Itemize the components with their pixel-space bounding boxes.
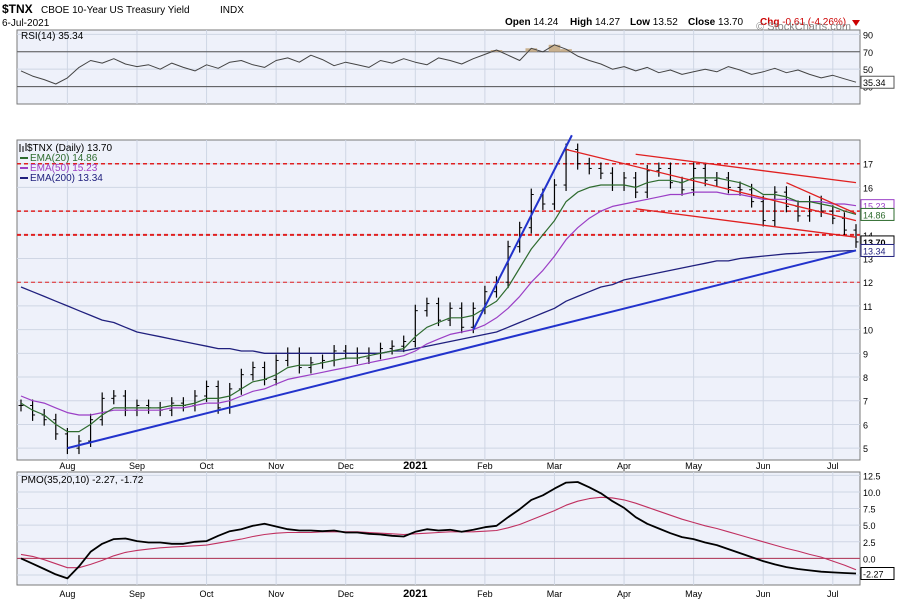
x-tick-label-price: Sep xyxy=(129,461,145,471)
pmo-signal-line xyxy=(20,496,857,571)
x-tick-label-bottom: Nov xyxy=(268,589,285,599)
x-axis: Aug Aug Sep Sep Oct Oct Nov Nov Dec Dec 2021 2021 Fe… xyxy=(59,460,838,600)
rsi-y-tick-label: 50 xyxy=(863,65,873,75)
red-trendline xyxy=(635,153,857,184)
ema50-line xyxy=(20,191,857,416)
price-y-tick-label: 5 xyxy=(863,444,868,454)
rsi-y-tick-label: 70 xyxy=(863,48,873,58)
price-y-tick-label: 9 xyxy=(863,349,868,359)
pmo-last-value-box xyxy=(860,567,895,581)
x-tick-label-bottom: Jun xyxy=(756,589,771,599)
pmo-y-tick-label: 12.5 xyxy=(863,471,881,481)
price-y-tick-label: 13 xyxy=(863,255,873,265)
ohlc-chg: Chg -0.61 (-4.26%) xyxy=(760,17,846,28)
price-last-ema20-box xyxy=(860,207,895,221)
x-tick-label-price: 2021 xyxy=(403,460,427,472)
x-tick-label-price: Apr xyxy=(617,461,631,471)
price-panel: 567891011121314151617$TNX (Daily) 13.70E… xyxy=(16,134,895,461)
x-tick-label-price: Jun xyxy=(756,461,771,471)
price-last-ema50: 15.23 xyxy=(863,202,886,212)
x-tick-label-price: Dec xyxy=(338,461,355,471)
x-tick-label-price: Mar xyxy=(547,461,563,471)
x-tick-label-price: Feb xyxy=(477,461,493,471)
pmo-y-tick-label: 7.5 xyxy=(863,505,876,515)
red-trendline xyxy=(786,182,857,215)
rsi-overbought-fill xyxy=(525,48,538,52)
pmo-last-value: -2.27 xyxy=(863,570,884,580)
price-y-tick-label: 6 xyxy=(863,420,868,430)
x-tick-label-bottom: Apr xyxy=(617,589,631,599)
rsi-overbought-fill xyxy=(490,50,503,52)
rsi-y-tick-label: 90 xyxy=(863,30,873,40)
ohlc-open: Open 14.24 xyxy=(505,17,559,28)
bar-chart-icon xyxy=(19,143,27,152)
ohlc-close: Close 13.70 xyxy=(688,17,743,28)
pmo-y-tick-label: 2.5 xyxy=(863,538,876,548)
rsi-last-value-box xyxy=(860,75,895,89)
ticker-exchange: INDX xyxy=(220,5,244,16)
rsi-legend: RSI(14) 35.34 xyxy=(21,31,84,42)
x-tick-label-bottom: Sep xyxy=(129,589,145,599)
red-trendline xyxy=(565,148,857,222)
rsi-frame xyxy=(16,29,861,105)
price-y-tick-label: 7 xyxy=(863,397,868,407)
price-y-tick-label: 12 xyxy=(863,278,873,288)
x-tick-label-price: Oct xyxy=(200,461,215,471)
x-tick-label-bottom: 2021 xyxy=(403,588,427,600)
price-last-ema200-box xyxy=(860,243,895,257)
price-last-ema20: 14.86 xyxy=(863,210,886,220)
ohlc-summary: Open 14.24 High 14.27 Low 13.52 Close 13.70… xyxy=(505,17,860,28)
ema20-line xyxy=(20,177,857,433)
x-tick-label-bottom: Aug xyxy=(59,589,75,599)
rsi-overbought-fill xyxy=(560,49,572,52)
red-trendline xyxy=(635,208,857,238)
x-tick-label-price: Nov xyxy=(268,461,285,471)
rsi-last-value: 35.34 xyxy=(863,78,886,88)
price-y-tick-label: 17 xyxy=(863,160,873,170)
ema200-line xyxy=(20,249,857,354)
pmo-legend: PMO(35,20,10) -2.27, -1.72 xyxy=(21,475,144,486)
ohlc-high: High 14.27 xyxy=(570,17,620,28)
ticker-name: CBOE 10-Year US Treasury Yield xyxy=(41,5,190,16)
price-legend-title: $TNX (Daily) 13.70 xyxy=(27,143,112,154)
ticker-symbol: $TNX xyxy=(2,2,33,16)
price-last-close: 13.70 xyxy=(863,238,886,248)
x-tick-label-bottom: Mar xyxy=(547,589,563,599)
x-tick-label-bottom: May xyxy=(685,589,703,599)
down-arrow-icon xyxy=(852,20,860,26)
x-tick-label-price: May xyxy=(685,461,703,471)
price-y-tick-label: 8 xyxy=(863,373,868,383)
pmo-line xyxy=(20,481,857,580)
pmo-y-tick-label: 0.0 xyxy=(863,554,876,564)
x-tick-label-bottom: Dec xyxy=(338,589,355,599)
price-y-tick-label: 10 xyxy=(863,326,873,336)
rsi-line xyxy=(20,44,857,85)
x-tick-label-price: Aug xyxy=(59,461,75,471)
pmo-y-tick-label: 10.0 xyxy=(863,488,881,498)
price-y-tick-label: 11 xyxy=(863,302,872,312)
x-tick-label-bottom: Oct xyxy=(200,589,215,599)
x-tick-label-bottom: Feb xyxy=(477,589,493,599)
price-last-ema200: 13.34 xyxy=(863,246,886,256)
pmo-y-tick-label: 5.0 xyxy=(863,521,876,531)
blue-trendline xyxy=(67,249,857,450)
ohlc-low: Low 13.52 xyxy=(630,17,678,28)
price-legend-entry: EMA(200) 13.34 xyxy=(30,173,103,184)
blue-trendline xyxy=(472,134,573,331)
price-y-tick-label: 16 xyxy=(863,183,873,193)
rsi-overbought-fill xyxy=(548,44,561,52)
x-tick-label-bottom: Jul xyxy=(827,589,839,599)
x-tick-label-price: Jul xyxy=(827,461,839,471)
price-legend-entry: EMA(20) 14.86 xyxy=(30,153,98,164)
pmo-frame xyxy=(16,471,861,586)
price-legend-entry: EMA(50) 15.23 xyxy=(30,163,98,174)
chart-date: 6-Jul-2021 xyxy=(2,18,50,29)
